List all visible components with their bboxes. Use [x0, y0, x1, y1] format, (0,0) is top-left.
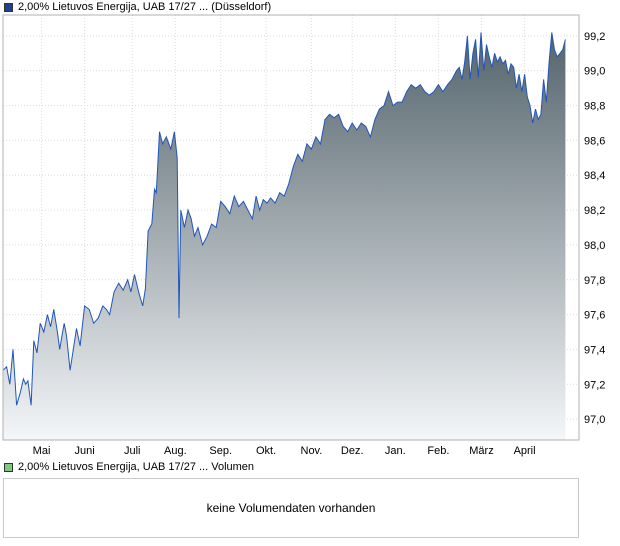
price-legend: 2,00% Lietuvos Energija, UAB 17/27 ... (…: [4, 1, 271, 13]
y-axis: 97,0 97,2 97,4 97,6 97,8 98,0 98,2 98,4 98,6 98,8…: [584, 31, 605, 426]
x-tick-label: Aug.: [164, 445, 187, 457]
price-legend-label: 2,00% Lietuvos Energija, UAB 17/27 ... (…: [18, 1, 272, 13]
volume-empty-message: keine Volumendaten vorhanden: [206, 501, 376, 515]
x-tick-label: Juli: [124, 445, 141, 457]
y-tick-label: 97,4: [584, 344, 605, 356]
x-axis: Mai Juni Juli Aug. Sep. Okt. Nov. Dez. Jan. Feb. M…: [33, 445, 536, 457]
x-tick-label: Sep.: [209, 445, 232, 457]
y-tick-label: 99,2: [584, 31, 605, 43]
y-tick-label: 98,0: [584, 240, 605, 252]
volume-legend: 2,00% Lietuvos Energija, UAB 17/27 ... V…: [4, 461, 254, 473]
y-tick-label: 97,8: [584, 275, 605, 287]
x-tick-label: Jan.: [385, 445, 406, 457]
y-tick-label: 98,8: [584, 101, 605, 113]
volume-legend-swatch: [4, 462, 13, 472]
volume-legend-label: 2,00% Lietuvos Energija, UAB 17/27 ... V…: [18, 461, 255, 473]
x-tick-label: Mai: [33, 445, 51, 457]
x-tick-label: April: [514, 445, 536, 457]
y-tick-label: 98,4: [584, 170, 605, 182]
y-tick-label: 98,6: [584, 135, 605, 147]
price-area: [3, 32, 566, 441]
y-tick-label: 97,6: [584, 310, 605, 322]
x-tick-label: Okt.: [256, 445, 276, 457]
y-tick-label: 97,2: [584, 379, 605, 391]
y-tick-label: 98,2: [584, 205, 605, 217]
x-tick-label: Juni: [75, 445, 95, 457]
volume-panel: keine Volumendaten vorhanden: [3, 478, 579, 538]
price-chart: 97,0 97,2 97,4 97,6 97,8 98,0 98,2 98,4 98,6 98,8…: [2, 14, 605, 457]
chart-frame: [2, 14, 580, 441]
x-tick-label: Feb.: [427, 445, 449, 457]
y-tick-label: 97,0: [584, 414, 605, 426]
y-tick-label: 99,0: [584, 66, 605, 78]
price-legend-swatch: [4, 2, 13, 12]
x-tick-label: Nov.: [301, 445, 323, 457]
price-line: [2, 32, 566, 406]
x-tick-label: Dez.: [341, 445, 364, 457]
x-tick-label: März: [469, 445, 493, 457]
